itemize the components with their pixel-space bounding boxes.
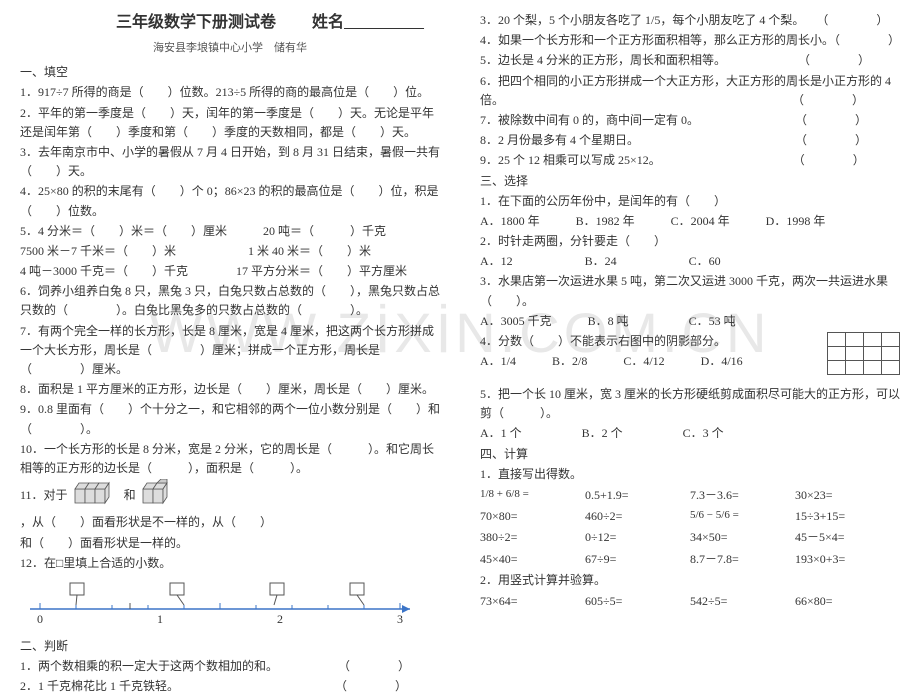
q11: 11．对于 和 <box>20 479 440 532</box>
right-column: 3．20 个梨，5 个小朋友各吃了 1/5，每个小朋友吃了 4 个梨。 （ ） … <box>460 0 920 665</box>
calc-5-4: 66×80= <box>795 592 900 611</box>
x1: 1．在下面的公历年份中，是闰年的有（ ） <box>480 192 900 211</box>
cube-figure-1 <box>71 479 121 513</box>
c2: 2．用竖式计算并验算。 <box>480 571 900 590</box>
calc-row-1: 1/8 + 6/8 = 0.5+1.9= 7.3－3.6= 30×23= <box>480 485 900 506</box>
calc-2-4: 15÷3+15= <box>795 507 900 526</box>
calc-3-2: 0÷12= <box>585 528 690 547</box>
calc-1-4: 30×23= <box>795 486 900 505</box>
calc-2-3: 5/6 − 5/6 = <box>690 507 795 526</box>
j5: 5．边长是 4 分米的正方形，周长和面积相等。 （ ） <box>480 51 900 70</box>
calc-row-2: 70×80= 460÷2= 5/6 − 5/6 = 15÷3+15= <box>480 506 900 527</box>
calc-row-3: 380÷2= 0÷12= 34×50= 45－5×4= <box>480 527 900 548</box>
grid-figure <box>827 332 900 375</box>
section-3-head: 三、选择 <box>480 172 900 191</box>
calc-4-3: 8.7－7.8= <box>690 550 795 569</box>
calc-5-3: 542÷5= <box>690 592 795 611</box>
j7: 7．被除数中间有 0 的，商中间一定有 0。 （ ） <box>480 111 900 130</box>
q6: 6．饲养小组养白兔 8 只，黑兔 3 只，白兔只数占总数的（ ），黑兔只数占总只… <box>20 282 440 320</box>
j2: 2．1 千克棉花比 1 千克铁轻。 （ ） <box>20 677 440 696</box>
x1o: A．1800 年 B．1982 年 C．2004 年 D．1998 年 <box>480 212 900 231</box>
x4: 4．分数（ ）不能表示右图中的阴影部分。 <box>480 334 726 348</box>
section-2-head: 二、判断 <box>20 637 440 656</box>
section-1-head: 一、填空 <box>20 63 440 82</box>
section-4-head: 四、计算 <box>480 445 900 464</box>
q7: 7．有两个完全一样的长方形，长是 8 厘米，宽是 4 厘米，把这两个长方形拼成一… <box>20 322 440 380</box>
calc-3-3: 34×50= <box>690 528 795 547</box>
q11b: 和 <box>124 488 136 502</box>
q5b: 7500 米－7 千米＝（ ）米 1 米 40 米＝（ ）米 <box>20 242 440 261</box>
q1: 1．917÷7 所得的商是（ ）位数。213÷5 所得的商的最高位是（ ）位。 <box>20 83 440 102</box>
q11a: 11．对于 <box>20 488 68 502</box>
q9: 9．0.8 里面有（ ）个十分之一，和它相邻的两个一位小数分别是（ ）和（ ）。 <box>20 400 440 438</box>
j4: 4．如果一个长方形和一个正方形面积相等，那么正方形的周长小。（ ） <box>480 31 900 50</box>
q5a: 5．4 分米＝（ ）米＝（ ）厘米 20 吨＝（ ）千克 <box>20 222 440 241</box>
q8: 8．面积是 1 平方厘米的正方形，边长是（ ）厘米，周长是（ ）厘米。 <box>20 380 440 399</box>
c1: 1．直接写出得数。 <box>480 465 900 484</box>
name-blank <box>344 14 424 31</box>
calc-1-3: 7.3－3.6= <box>690 486 795 505</box>
x2: 2．时针走两圈，分针要走（ ） <box>480 232 900 251</box>
page-title: 三年级数学下册测试卷 姓名 <box>20 10 440 36</box>
j1: 1．两个数相乘的积一定大于这两个数相加的和。 （ ） <box>20 657 440 676</box>
svg-text:2: 2 <box>277 612 283 625</box>
calc-row-5: 73×64= 605÷5= 542÷5= 66×80= <box>480 591 900 612</box>
q5c: 4 吨－3000 千克＝（ ）千克 17 平方分米＝（ ）平方厘米 <box>20 262 440 281</box>
calc-1-1: 1/8 + 6/8 = <box>480 486 585 505</box>
number-line-figure: 0 1 2 3 <box>20 579 440 631</box>
title-text: 三年级数学下册测试卷 <box>116 14 276 31</box>
q2: 2．平年的第一季度是（ ）天，闰年的第一季度是（ ）天。无论是平年还是闰年第（ … <box>20 104 440 142</box>
left-column: 三年级数学下册测试卷 姓名 海安县李埌镇中心小学 储有华 一、填空 1．917÷… <box>0 0 460 665</box>
calc-2-1: 70×80= <box>480 507 585 526</box>
x3o: A．3005 千克 B．8 吨 C．53 吨 <box>480 312 900 331</box>
name-label: 姓名 <box>312 14 344 31</box>
cube-figure-2 <box>139 479 189 513</box>
x2o: A．12 B．24 C．60 <box>480 252 900 271</box>
q3: 3．去年南京市中、小学的暑假从 7 月 4 日开始，到 8 月 31 日结束，暑… <box>20 143 440 181</box>
x5o: A．1 个 B．2 个 C．3 个 <box>480 424 900 443</box>
x3: 3．水果店第一次运进水果 5 吨，第二次又运进 3000 千克，两次一共运进水果… <box>480 272 900 310</box>
j8: 8．2 月份最多有 4 个星期日。 （ ） <box>480 131 900 150</box>
x5: 5．把一个长 10 厘米，宽 3 厘米的长方形硬纸剪成面积尽可能大的正方形，可以… <box>480 385 900 423</box>
q12: 12．在□里填上合适的小数。 <box>20 554 440 573</box>
subtitle: 海安县李埌镇中心小学 储有华 <box>20 40 440 58</box>
calc-5-1: 73×64= <box>480 592 585 611</box>
calc-4-1: 45×40= <box>480 550 585 569</box>
calc-5-2: 605÷5= <box>585 592 690 611</box>
calc-4-2: 67÷9= <box>585 550 690 569</box>
q11c: ，从（ ）面看形状是不一样的，从（ ） <box>20 515 272 529</box>
grid-table <box>827 332 900 375</box>
j3: 3．20 个梨，5 个小朋友各吃了 1/5，每个小朋友吃了 4 个梨。 （ ） <box>480 11 900 30</box>
j6: 6．把四个相同的小正方形拼成一个大正方形，大正方形的周长是小正方形的 4 倍。 … <box>480 72 900 110</box>
svg-text:0: 0 <box>37 612 43 625</box>
x4-row: 4．分数（ ）不能表示右图中的阴影部分。 <box>480 332 900 351</box>
calc-4-4: 193×0+3= <box>795 550 900 569</box>
svg-text:1: 1 <box>157 612 163 625</box>
q12c: 和（ ）面看形状是一样的。 <box>20 534 440 553</box>
svg-text:3: 3 <box>397 612 403 625</box>
q4: 4．25×80 的积的末尾有（ ）个 0；86×23 的积的最高位是（ ）位，积… <box>20 182 440 220</box>
calc-1-2: 0.5+1.9= <box>585 486 690 505</box>
q10: 10．一个长方形的长是 8 分米，宽是 2 分米，它的周长是（ ）。和它周长相等… <box>20 440 440 478</box>
page: 三年级数学下册测试卷 姓名 海安县李埌镇中心小学 储有华 一、填空 1．917÷… <box>0 0 920 665</box>
calc-row-4: 45×40= 67÷9= 8.7－7.8= 193×0+3= <box>480 549 900 570</box>
calc-3-1: 380÷2= <box>480 528 585 547</box>
calc-2-2: 460÷2= <box>585 507 690 526</box>
j9: 9．25 个 12 相乘可以写成 25×12。 （ ） <box>480 151 900 170</box>
calc-3-4: 45－5×4= <box>795 528 900 547</box>
